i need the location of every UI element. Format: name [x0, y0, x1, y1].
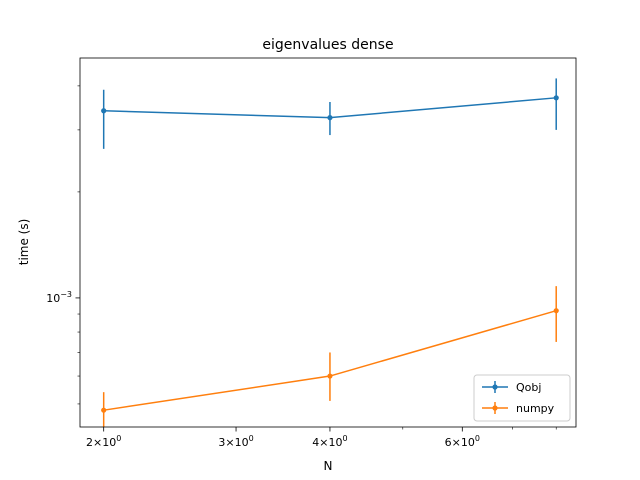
x-tick-label-exponent: 0: [249, 434, 254, 443]
data-point: [327, 373, 333, 379]
data-point: [101, 407, 107, 413]
plot-area: [80, 58, 576, 427]
legend-marker: [492, 384, 498, 390]
x-tick-label: 3×100: [218, 434, 253, 449]
legend-label: numpy: [516, 402, 555, 415]
x-tick-label-exponent: 0: [475, 434, 480, 443]
legend-item-numpy: numpy: [482, 402, 555, 415]
x-tick-label-exponent: 0: [343, 434, 348, 443]
series-layer: [101, 78, 559, 427]
legend-marker: [492, 405, 498, 411]
legend: Qobj numpy: [473, 374, 571, 422]
x-tick-label-base: 2×10: [86, 436, 116, 449]
chart-title: eigenvalues dense: [262, 37, 393, 53]
y-tick-label-exponent: −3: [60, 290, 72, 299]
data-point: [101, 108, 107, 114]
data-point: [327, 115, 333, 121]
x-tick-label-base: 3×10: [218, 436, 248, 449]
data-point: [553, 95, 559, 101]
x-tick-label-base: 4×10: [312, 436, 342, 449]
y-tick-label-base: 10: [46, 292, 60, 305]
x-tick-label: 4×100: [312, 434, 347, 449]
x-tick-label-base: 6×10: [445, 436, 475, 449]
x-axis-label: N: [324, 459, 333, 473]
series-qobj: [101, 78, 559, 149]
axes-frame: [79, 57, 577, 428]
y-tick-label: 10−3: [46, 290, 72, 305]
legend-label: Qobj: [516, 381, 541, 394]
legend-item-qobj: Qobj: [482, 381, 541, 394]
x-tick-label-exponent: 0: [116, 434, 121, 443]
series-numpy: [101, 286, 559, 427]
data-point: [553, 308, 559, 314]
y-axis-label: time (s): [17, 219, 31, 266]
plot-background: [80, 58, 576, 427]
x-tick-label: 6×100: [445, 434, 480, 449]
x-tick-label: 2×100: [86, 434, 121, 449]
